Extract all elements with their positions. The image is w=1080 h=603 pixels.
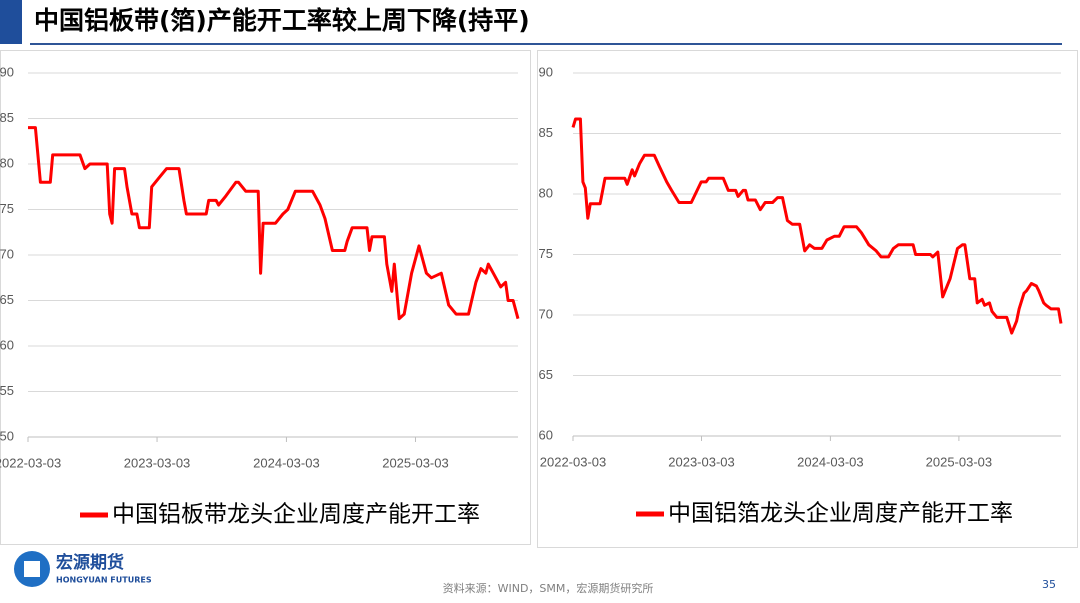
y-tick-label: 75 xyxy=(0,201,14,216)
y-tick-label: 85 xyxy=(0,110,14,125)
right-panel xyxy=(537,50,1078,548)
x-tick-label: 2025-03-03 xyxy=(926,454,993,469)
x-tick-label: 2023-03-03 xyxy=(124,455,191,470)
y-tick-label: 75 xyxy=(539,246,553,261)
y-tick-label: 60 xyxy=(539,427,553,442)
x-tick-label: 2022-03-03 xyxy=(0,455,61,470)
x-tick-label: 2023-03-03 xyxy=(668,454,735,469)
source-note: 资料来源：WIND，SMM，宏源期货研究所 xyxy=(443,581,654,595)
y-tick-label: 65 xyxy=(539,367,553,382)
left-panel xyxy=(0,50,531,545)
x-tick-label: 2025-03-03 xyxy=(382,455,449,470)
y-tick-label: 65 xyxy=(0,292,14,307)
y-tick-label: 80 xyxy=(539,185,553,200)
data-line xyxy=(571,117,1063,335)
logo-icon-inner xyxy=(24,561,40,577)
y-tick-label: 85 xyxy=(539,125,553,140)
logo-name: 宏源期货 xyxy=(56,552,124,573)
logo-subtitle: HONGYUAN FUTURES xyxy=(56,576,152,585)
x-tick-label: 2024-03-03 xyxy=(797,454,864,469)
slide-title: 中国铝板带(箔)产能开工率较上周下降(持平) xyxy=(34,6,530,35)
legend-label: 中国铝箔龙头企业周度产能开工率 xyxy=(668,501,1013,527)
y-tick-label: 50 xyxy=(0,428,14,443)
legend-label: 中国铝板带龙头企业周度产能开工率 xyxy=(112,502,480,528)
y-tick-label: 90 xyxy=(0,64,14,79)
y-tick-label: 70 xyxy=(539,306,553,321)
page-number: 35 xyxy=(1042,578,1056,591)
data-line xyxy=(28,126,520,321)
title-mark xyxy=(0,0,22,44)
y-tick-label: 70 xyxy=(0,246,14,261)
y-tick-label: 55 xyxy=(0,383,14,398)
y-tick-label: 90 xyxy=(539,64,553,79)
x-tick-label: 2024-03-03 xyxy=(253,455,320,470)
x-tick-label: 2022-03-03 xyxy=(540,454,607,469)
y-tick-label: 80 xyxy=(0,155,14,170)
y-tick-label: 60 xyxy=(0,337,14,352)
logo: 宏源期货 HONGYUAN FUTURES xyxy=(14,551,152,587)
